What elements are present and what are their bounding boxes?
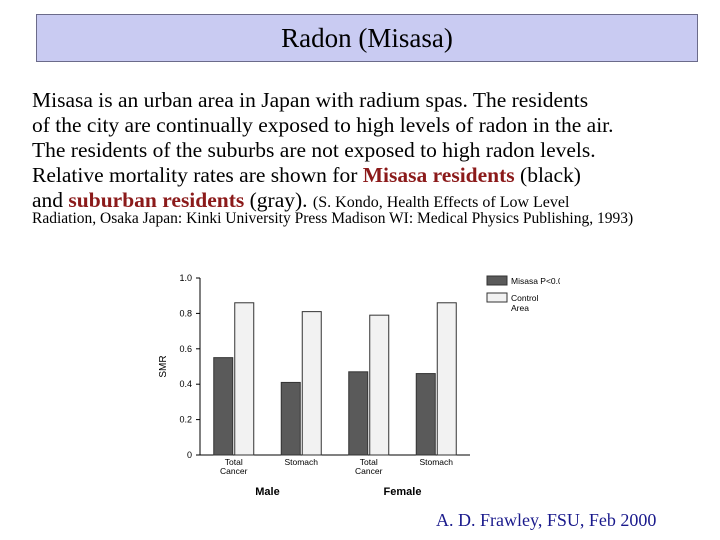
group-label: Male: [255, 486, 279, 498]
bar-misasa: [348, 371, 369, 456]
legend-swatch-control: [486, 292, 508, 303]
bar-control: [436, 302, 457, 456]
y-tick-label: 0.4: [179, 379, 192, 389]
body-line-5: and suburban residents (gray). (S. Kondo…: [32, 188, 702, 215]
body-line-3: The residents of the suburbs are not exp…: [32, 138, 596, 162]
group-label: Female: [384, 486, 422, 498]
bar-control: [234, 302, 255, 456]
body-line-4: Relative mortality rates are shown for M…: [32, 163, 702, 188]
bar-control: [369, 314, 390, 456]
x-tick-label: Total: [225, 457, 243, 467]
body-line-1: Misasa is an urban area in Japan with ra…: [32, 88, 589, 112]
smr-chart: 1.0 0.8 0.6 0.4 0.2 0 SMR Total Cancer Stomach Tot…: [140, 262, 568, 510]
body-line-2: of the city are continually exposed to h…: [32, 113, 614, 137]
y-tick-label: 0: [187, 450, 192, 460]
body-text: Misasa is an urban area in Japan with ra…: [32, 88, 702, 215]
bar-misasa: [280, 381, 301, 456]
slide-title: Radon (Misasa): [281, 22, 453, 53]
legend-label: Misasa P<0.05: [511, 276, 560, 286]
citation: Radiation, Osaka Japan: Kinki University…: [32, 210, 634, 227]
legend-label: Area: [511, 303, 529, 313]
misasa-residents-highlight: Misasa residents: [362, 163, 515, 187]
slide-title-box: Radon (Misasa): [36, 14, 698, 62]
y-axis-label: SMR: [158, 355, 169, 377]
y-tick-label: 0.6: [179, 344, 192, 354]
suburban-residents-highlight: suburban residents: [68, 188, 245, 212]
body-line-4-post: (black): [514, 163, 581, 187]
x-tick-label: Stomach: [419, 457, 453, 467]
citation-lead: (S. Kondo, Health Effects of Low Level: [312, 194, 570, 211]
x-tick-label: Stomach: [284, 457, 318, 467]
bar-control: [301, 311, 322, 456]
bar-misasa: [415, 373, 436, 456]
bar-misasa: [213, 357, 234, 456]
footer-credit: A. D. Frawley, FSU, Feb 2000: [436, 510, 657, 530]
legend-label: Control: [511, 293, 539, 303]
x-tick-label: Cancer: [220, 466, 248, 476]
x-tick-label: Cancer: [355, 466, 383, 476]
legend-swatch-misasa: [486, 275, 508, 286]
body-line-4-pre: Relative mortality rates are shown for: [32, 163, 363, 187]
y-tick-label: 0.2: [179, 415, 192, 425]
x-tick-label: Total: [360, 457, 378, 467]
body-line-5-pre: and: [32, 188, 69, 212]
body-line-5-post: (gray).: [244, 188, 308, 212]
y-tick-label: 0.8: [179, 308, 192, 318]
y-tick-label: 1.0: [179, 273, 192, 283]
